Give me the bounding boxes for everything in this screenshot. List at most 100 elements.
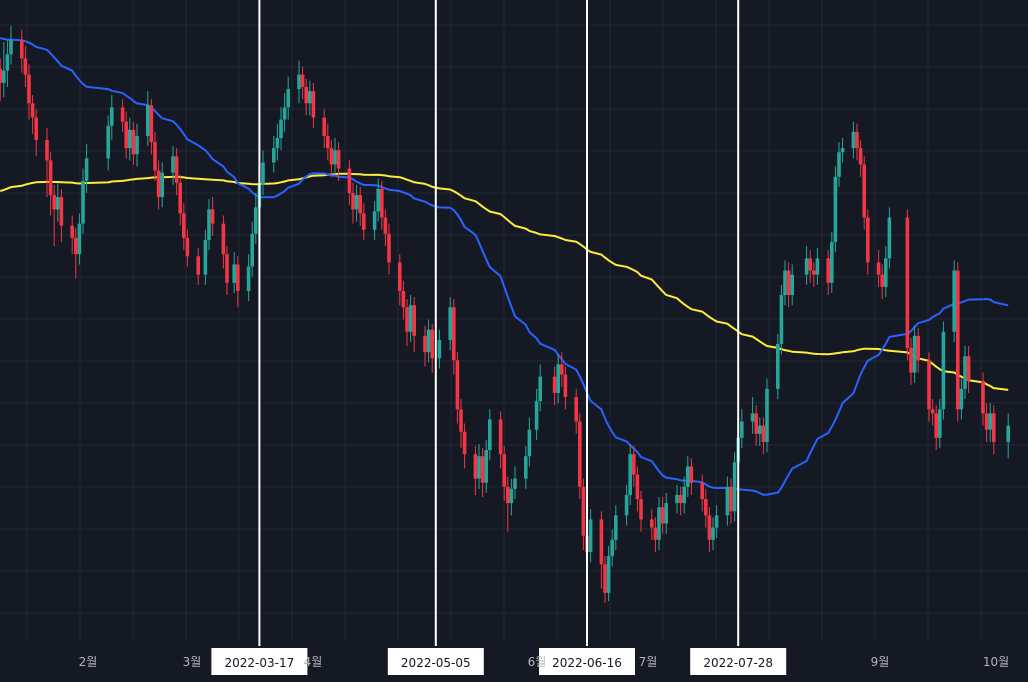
candle-down — [383, 209, 388, 247]
candle-up — [664, 492, 668, 534]
candle-down — [124, 111, 128, 159]
candle-down — [326, 123, 330, 161]
candle-body — [830, 242, 834, 283]
date-marker-text: 2022-07-28 — [703, 656, 773, 670]
date-marker-box — [690, 648, 787, 675]
candle-body — [790, 274, 794, 296]
candle-down — [966, 346, 971, 393]
candle-body — [578, 421, 582, 487]
candle-body — [851, 131, 856, 149]
candle-down — [506, 476, 510, 532]
candle-body — [488, 419, 492, 451]
candle-up — [135, 123, 139, 167]
candle-body — [358, 195, 362, 214]
candle-up — [783, 260, 787, 306]
candle-body — [966, 356, 971, 381]
candle-up — [714, 505, 719, 538]
candle-down — [502, 446, 506, 502]
candle-up — [815, 248, 820, 285]
x-axis-tick-label: 2월 — [79, 655, 98, 669]
candle-down — [455, 352, 460, 424]
candle-body — [282, 107, 287, 120]
candle-up — [524, 446, 528, 489]
candle-up — [758, 417, 762, 446]
candle-up — [779, 284, 784, 355]
candle-up — [732, 452, 737, 522]
candle-body — [459, 409, 463, 432]
candle-body — [826, 258, 830, 283]
candle-up — [246, 254, 251, 302]
candle-body — [430, 329, 434, 359]
candle-down — [653, 517, 658, 553]
candle-up — [297, 60, 301, 104]
candle-body — [509, 488, 514, 504]
candle-up — [675, 484, 679, 514]
candle-down — [603, 556, 607, 604]
candle-down — [812, 262, 816, 287]
candle-down — [423, 325, 427, 367]
candle-down — [347, 160, 352, 206]
candle-up — [657, 497, 661, 551]
candle-body — [750, 413, 755, 422]
x-axis-tick-label: 3월 — [183, 655, 202, 669]
candle-body — [56, 197, 60, 210]
candle-body — [1006, 425, 1010, 442]
candle-down — [707, 507, 712, 553]
candle-body — [657, 507, 661, 540]
candle-body — [383, 217, 388, 234]
candle-down — [480, 448, 485, 497]
candle-body — [981, 380, 985, 414]
candle-body — [711, 527, 715, 540]
candle-down — [498, 411, 503, 469]
candle-body — [761, 425, 766, 442]
candle-down — [300, 66, 305, 100]
candle-down — [30, 95, 35, 134]
candle-body — [992, 413, 996, 442]
candle-down — [430, 323, 434, 373]
candle-body — [254, 207, 258, 234]
candle-body — [912, 335, 917, 373]
candle-body — [909, 348, 913, 373]
candle-down — [700, 474, 704, 512]
candle-up — [275, 123, 280, 161]
candle-body — [610, 539, 614, 557]
candle-body — [398, 262, 402, 291]
candle-body — [48, 160, 53, 196]
candle-up — [884, 246, 888, 298]
candle-down — [927, 352, 931, 422]
candle-body — [682, 486, 686, 504]
candle-down — [48, 152, 53, 216]
candle-up — [725, 476, 730, 526]
candle-up — [56, 182, 60, 222]
candle-body — [156, 170, 161, 198]
candle-down — [311, 82, 316, 128]
candle-body — [783, 270, 787, 296]
candle-down — [786, 262, 791, 308]
candle-down — [387, 223, 391, 275]
candle-body — [221, 223, 226, 255]
candle-down — [552, 366, 557, 406]
candle-down — [185, 229, 190, 267]
date-marker-text: 2022-06-16 — [552, 656, 622, 670]
candle-body — [174, 156, 179, 183]
candle-body — [131, 129, 136, 155]
candle-down — [153, 131, 157, 181]
candle-body — [480, 456, 485, 483]
candle-body — [412, 305, 416, 336]
candle-body — [232, 264, 236, 283]
candle-body — [984, 413, 989, 430]
candle-up — [160, 162, 164, 208]
candle-body — [552, 376, 557, 393]
candle-up — [887, 207, 892, 269]
date-marker-label: 2022-06-16 — [539, 648, 635, 675]
candle-body — [786, 270, 791, 296]
date-marker-label: 2022-03-17 — [211, 648, 308, 675]
candle-up — [2, 42, 6, 98]
candle-body — [603, 564, 607, 593]
candle-body — [74, 237, 78, 255]
candle-up — [5, 40, 10, 87]
candle-body — [225, 254, 229, 283]
candle-down — [704, 488, 708, 528]
candle-body — [484, 450, 488, 483]
